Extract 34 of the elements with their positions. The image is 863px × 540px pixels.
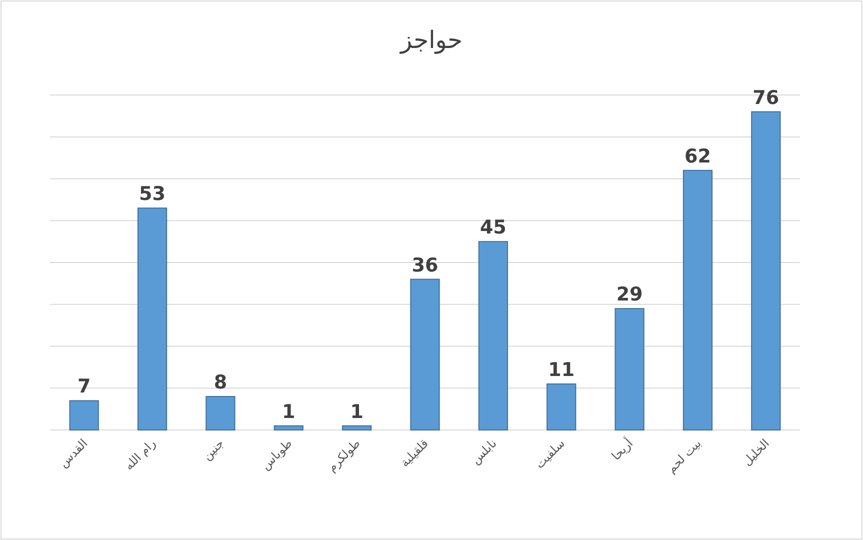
bar bbox=[478, 241, 508, 430]
data-label: 76 bbox=[752, 86, 780, 109]
x-tick-label: بيت لحم bbox=[664, 436, 704, 476]
x-tick-label: القدس bbox=[56, 436, 90, 470]
data-label: 8 bbox=[214, 372, 228, 394]
bar bbox=[614, 308, 644, 430]
data-label: 29 bbox=[616, 284, 643, 306]
data-label: 1 bbox=[350, 400, 364, 423]
bar bbox=[274, 425, 304, 430]
bar bbox=[137, 208, 168, 430]
x-tick-label: الخليل bbox=[740, 436, 772, 468]
x-tick-label: جنين bbox=[200, 436, 227, 463]
bar bbox=[546, 383, 576, 430]
bar bbox=[206, 396, 236, 430]
bar bbox=[682, 170, 713, 430]
x-tick-label: أريحا bbox=[608, 436, 636, 464]
data-label: 62 bbox=[684, 145, 711, 168]
bar bbox=[751, 111, 781, 430]
bar bbox=[410, 278, 440, 430]
x-tick-label: طولكرم bbox=[324, 436, 363, 474]
data-label: 1 bbox=[282, 400, 296, 423]
chart-title: حواجز bbox=[400, 26, 462, 54]
x-tick-label: نابلس bbox=[468, 436, 500, 468]
data-label: 53 bbox=[139, 183, 166, 206]
data-label: 45 bbox=[480, 216, 506, 239]
data-label: 11 bbox=[548, 358, 575, 381]
x-tick-label: سلفيت bbox=[532, 436, 568, 472]
x-tick-label: قلقيلية bbox=[398, 436, 432, 470]
bar bbox=[69, 400, 99, 430]
data-label: 36 bbox=[412, 254, 438, 276]
x-tick-label: طوباس bbox=[258, 436, 295, 473]
data-label: 7 bbox=[77, 376, 91, 398]
x-tick-label: رام الله bbox=[122, 436, 159, 473]
bar bbox=[342, 425, 372, 430]
